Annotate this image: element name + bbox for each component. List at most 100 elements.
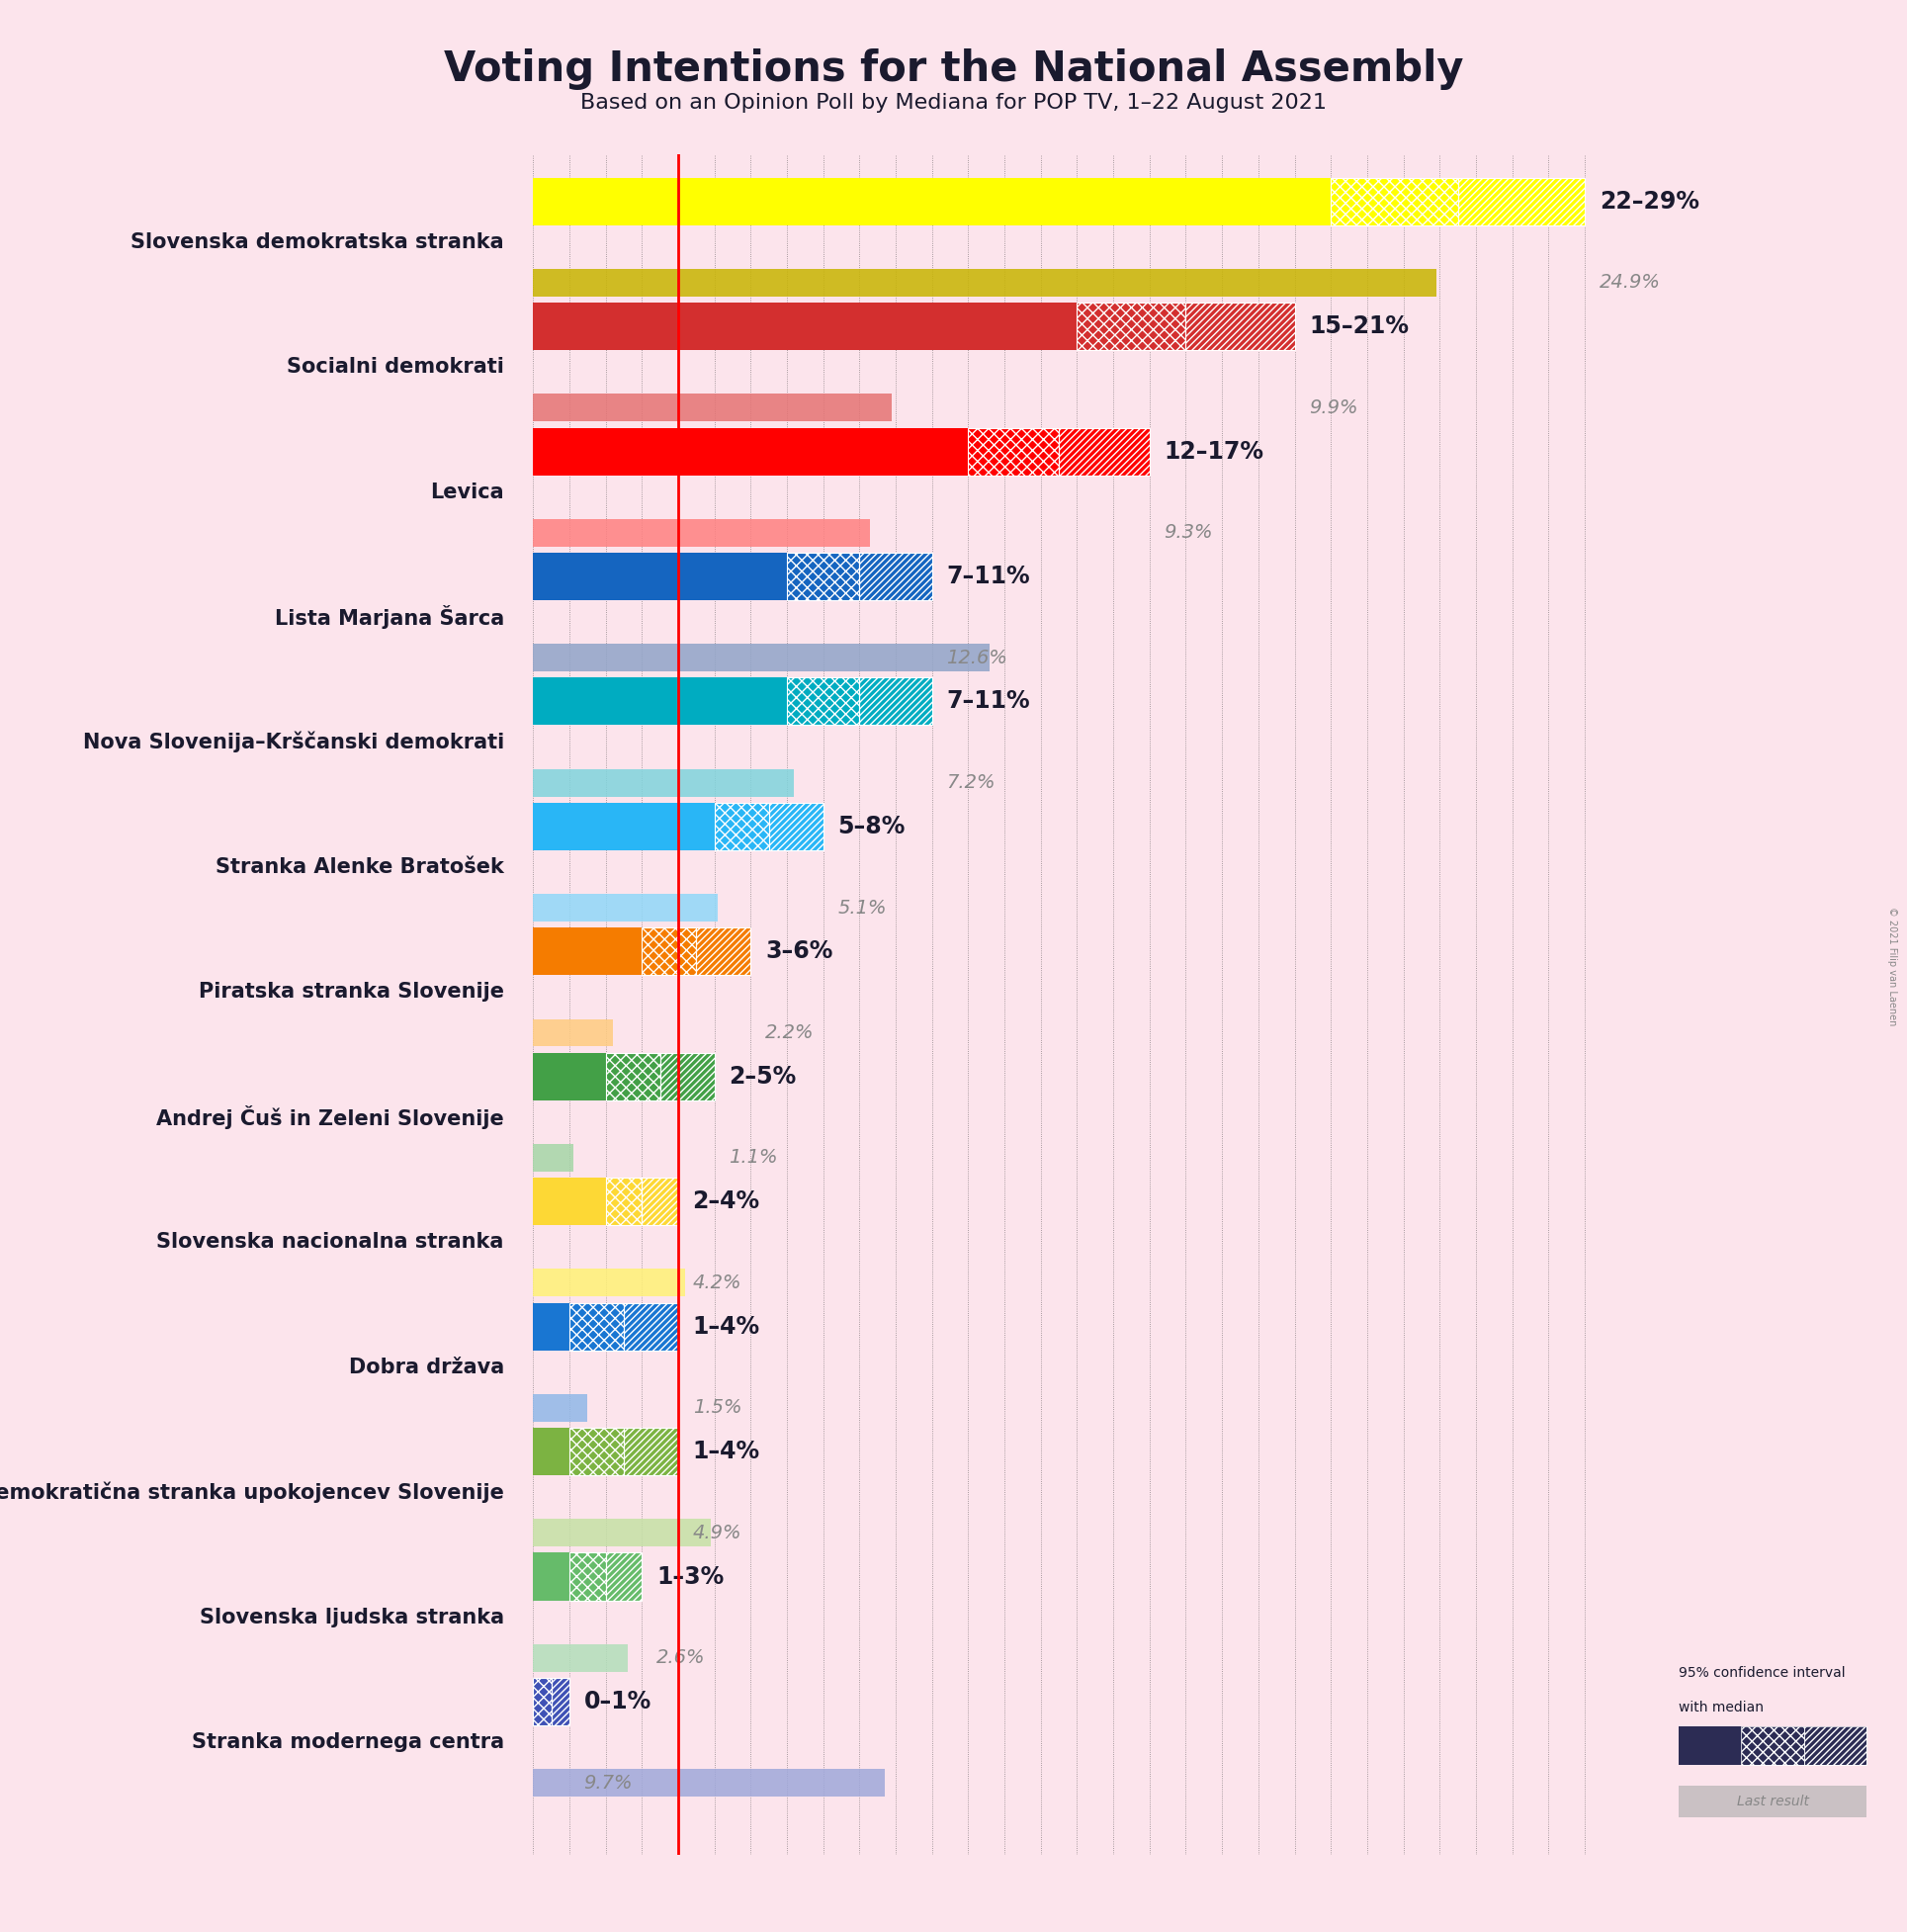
Bar [1741, 1727, 1804, 1766]
Bar [534, 1053, 606, 1101]
Text: 2.6%: 2.6% [656, 1648, 706, 1667]
Text: Voting Intentions for the National Assembly: Voting Intentions for the National Assem… [444, 48, 1463, 89]
Bar [696, 927, 751, 976]
Bar [570, 1428, 624, 1476]
Bar [570, 1302, 624, 1350]
Text: 9.9%: 9.9% [1308, 398, 1358, 417]
Bar [534, 427, 969, 475]
Bar [1457, 178, 1585, 226]
Text: 1.1%: 1.1% [728, 1148, 778, 1167]
Bar [860, 553, 933, 601]
Bar [570, 1428, 624, 1476]
Bar [606, 1179, 643, 1225]
Bar [534, 1677, 551, 1725]
Bar [643, 927, 696, 976]
Bar [534, 804, 715, 850]
Bar [788, 553, 860, 601]
Text: Lista Marjana Šarca: Lista Marjana Šarca [275, 605, 503, 630]
Bar [1077, 303, 1186, 350]
Bar [624, 1302, 679, 1350]
Text: Piratska stranka Slovenije: Piratska stranka Slovenije [198, 981, 503, 1003]
Bar [570, 1553, 606, 1600]
Bar [696, 927, 751, 976]
Bar [534, 1395, 587, 1422]
Text: Dobra država: Dobra država [349, 1358, 503, 1378]
Bar [606, 1553, 643, 1600]
Bar [606, 1179, 643, 1225]
Text: Nova Slovenija–Krščanski demokrati: Nova Slovenija–Krščanski demokrati [82, 732, 503, 753]
Bar [534, 678, 788, 724]
Bar [551, 1677, 570, 1725]
Text: 9.3%: 9.3% [1163, 524, 1213, 543]
Text: 2–5%: 2–5% [728, 1065, 797, 1088]
Text: 4.2%: 4.2% [692, 1273, 742, 1293]
Bar [1678, 1785, 1867, 1816]
Bar [534, 1144, 572, 1171]
Bar [606, 1553, 643, 1600]
Text: 2–4%: 2–4% [692, 1190, 759, 1213]
Text: 5–8%: 5–8% [837, 815, 906, 838]
Bar [860, 678, 933, 724]
Bar [624, 1428, 679, 1476]
Bar [534, 643, 990, 672]
Bar [534, 927, 643, 976]
Text: with median: with median [1678, 1700, 1764, 1714]
Text: Demokratična stranka upokojencev Slovenije: Demokratična stranka upokojencev Sloveni… [0, 1482, 503, 1503]
Bar [788, 553, 860, 601]
Bar [660, 1053, 715, 1101]
Text: 5.1%: 5.1% [837, 898, 887, 918]
Bar [551, 1677, 570, 1725]
Bar [534, 394, 892, 421]
Bar [534, 769, 793, 796]
Text: 7–11%: 7–11% [946, 690, 1030, 713]
Bar [624, 1302, 679, 1350]
Bar [860, 678, 933, 724]
Bar [643, 1179, 679, 1225]
Bar [643, 927, 696, 976]
Bar [534, 1770, 885, 1797]
Bar [860, 553, 933, 601]
Text: 22–29%: 22–29% [1600, 189, 1699, 213]
Bar [969, 427, 1058, 475]
Bar [534, 1677, 551, 1725]
Text: Socialni demokrati: Socialni demokrati [286, 357, 503, 377]
Bar [1077, 303, 1186, 350]
Bar [534, 1179, 606, 1225]
Text: 2.2%: 2.2% [765, 1024, 814, 1041]
Text: 7.2%: 7.2% [946, 773, 995, 792]
Bar [534, 1644, 627, 1671]
Text: 12–17%: 12–17% [1163, 440, 1264, 464]
Bar [534, 895, 717, 922]
Text: Levica: Levica [431, 483, 503, 502]
Text: 24.9%: 24.9% [1600, 272, 1661, 292]
Bar [769, 804, 824, 850]
Bar [534, 178, 1331, 226]
Text: 95% confidence interval: 95% confidence interval [1678, 1665, 1844, 1679]
Bar [570, 1302, 624, 1350]
Bar [715, 804, 769, 850]
Bar [969, 427, 1058, 475]
Bar [534, 303, 1077, 350]
Text: 4.9%: 4.9% [692, 1524, 742, 1542]
Text: Based on an Opinion Poll by Mediana for POP TV, 1–22 August 2021: Based on an Opinion Poll by Mediana for … [580, 93, 1327, 112]
Bar [534, 1519, 711, 1546]
Bar [1804, 1727, 1867, 1766]
Bar [1457, 178, 1585, 226]
Text: Slovenska ljudska stranka: Slovenska ljudska stranka [200, 1607, 503, 1627]
Bar [606, 1053, 660, 1101]
Text: 15–21%: 15–21% [1308, 315, 1409, 338]
Bar [534, 1428, 570, 1476]
Bar [1741, 1727, 1804, 1766]
Bar [606, 1053, 660, 1101]
Bar [660, 1053, 715, 1101]
Text: 1–3%: 1–3% [656, 1565, 725, 1588]
Bar [1058, 427, 1150, 475]
Bar [1058, 427, 1150, 475]
Bar [769, 804, 824, 850]
Bar [715, 804, 769, 850]
Bar [1804, 1727, 1867, 1766]
Text: Andrej Čuš in Zeleni Slovenije: Andrej Čuš in Zeleni Slovenije [156, 1105, 503, 1128]
Text: Slovenska nacionalna stranka: Slovenska nacionalna stranka [156, 1233, 503, 1252]
Text: 1.5%: 1.5% [692, 1399, 742, 1418]
Bar [1678, 1727, 1741, 1766]
